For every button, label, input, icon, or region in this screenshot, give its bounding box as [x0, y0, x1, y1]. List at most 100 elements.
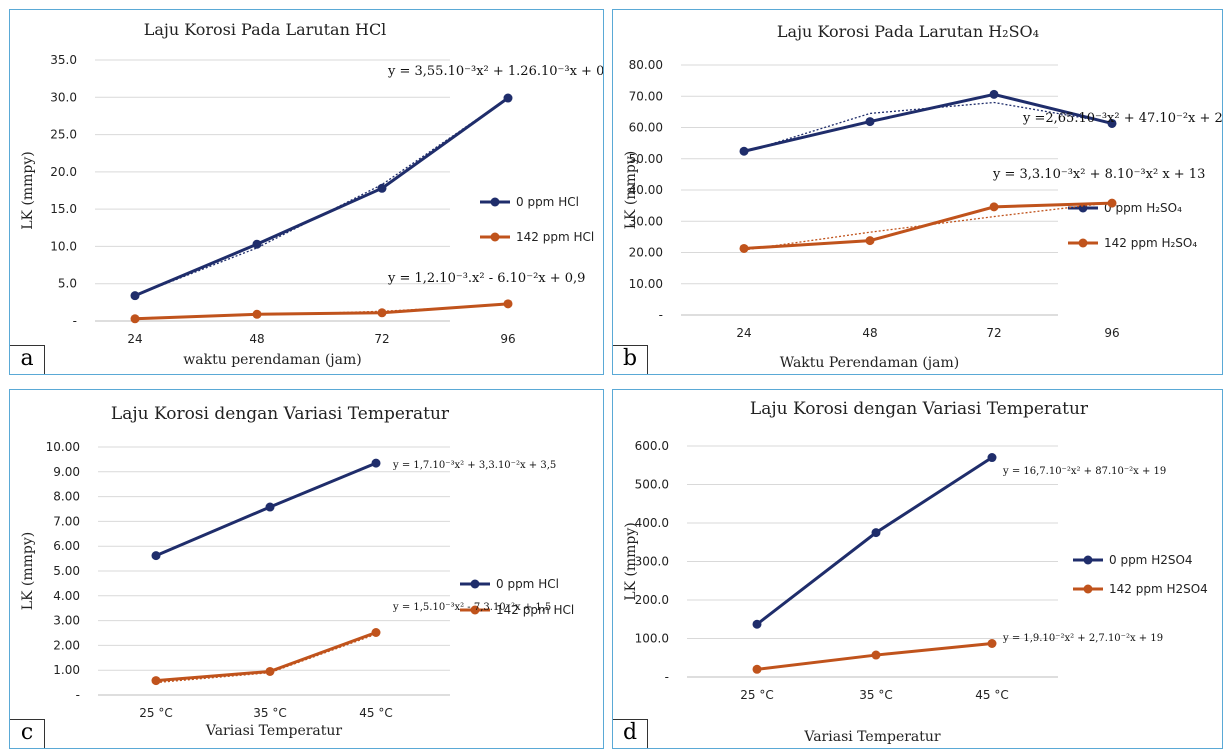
y-axis-label: LK (mmpy) [623, 522, 639, 601]
legend-swatch-marker [470, 579, 480, 589]
y-tick-label: 5.0 [58, 277, 77, 291]
y-tick-label: 20.0 [50, 165, 77, 179]
x-tick-label: 24 [736, 326, 751, 340]
trendline-equation: y =2,65.10⁻³x² + 47.10⁻²x + 29 [1022, 111, 1223, 126]
chart-title: Laju Korosi Pada Larutan H₂SO₄ [777, 22, 1039, 41]
panel-label-c: c [10, 719, 45, 748]
series-line [134, 96, 509, 298]
y-tick-label: 4.00 [53, 589, 80, 603]
y-tick-label: 300.0 [635, 555, 669, 569]
trendline [155, 633, 377, 684]
series-line [155, 461, 377, 558]
chart-panel-c: Laju Korosi dengan Variasi Temperatur - 1.… [9, 389, 604, 749]
data-point [752, 619, 762, 629]
data-point [265, 502, 275, 512]
x-axis-label: Variasi Temperatur [803, 729, 941, 745]
y-tick-label: 60.00 [629, 121, 663, 135]
trendline-equation: y = 3,3.10⁻³x² + 8.10⁻³x² x + 13 [992, 167, 1205, 182]
y-tick-label: 40.00 [629, 183, 663, 197]
y-tick-label: 6.00 [53, 539, 80, 553]
chart-title: Laju Korosi dengan Variasi Temperatur [750, 399, 1089, 419]
trendline [134, 97, 509, 297]
y-tick-label: 20.00 [629, 246, 663, 260]
y-axis-label: LK (mmpy) [623, 151, 639, 230]
x-tick-label: 96 [500, 332, 515, 346]
series-line [756, 456, 993, 626]
legend-entry: 0 ppm H2SO4 [1109, 553, 1193, 567]
x-tick-label: 72 [374, 332, 389, 346]
legend-swatch-marker [470, 605, 480, 615]
panel-label-b: b [613, 345, 648, 374]
y-tick-label: - [73, 314, 77, 328]
x-tick-label: 48 [862, 326, 877, 340]
chart-b-svg: Laju Korosi Pada Larutan H₂SO₄ - 10.00 20.0… [623, 22, 1223, 371]
data-point [503, 93, 513, 103]
trendline [743, 101, 1113, 154]
y-tick-label: 50.00 [629, 152, 663, 166]
data-point [503, 299, 513, 309]
y-tick-label: 10.00 [629, 277, 663, 291]
data-point [987, 639, 997, 649]
x-tick-label: 48 [249, 332, 264, 346]
series-line [743, 201, 1113, 250]
legend-entry: 142 ppm HCl [516, 230, 594, 244]
x-tick-label: 24 [127, 332, 142, 346]
data-point [151, 676, 161, 686]
legend-swatch-marker [490, 232, 500, 242]
y-tick-label: 10.0 [50, 239, 77, 253]
y-tick-label: 70.00 [629, 89, 663, 103]
y-tick-label: 25.0 [50, 128, 77, 142]
data-point [752, 664, 762, 674]
y-tick-label: 30.0 [50, 90, 77, 104]
chart-d-svg: Laju Korosi dengan Variasi Temperatur - 10… [623, 399, 1208, 745]
y-tick-label: 7.00 [53, 514, 80, 528]
data-point [871, 528, 881, 538]
y-tick-label: 8.00 [53, 490, 80, 504]
y-tick-label: - [76, 688, 80, 702]
legend-entry: 0 ppm HCl [516, 195, 579, 209]
data-point [739, 146, 749, 156]
x-tick-label: 72 [986, 326, 1001, 340]
legend-swatch-marker [1078, 238, 1088, 248]
chart-a-svg: Laju Korosi Pada Larutan HCl - 5.0 10.0 15.0… [20, 20, 604, 368]
data-point [871, 650, 881, 660]
chart-panel-a: Laju Korosi Pada Larutan HCl - 5.0 10.0 15.0… [9, 9, 604, 375]
y-tick-label: 600.0 [635, 439, 669, 453]
x-tick-label: 35 °C [859, 688, 892, 702]
x-tick-label: 45 °C [975, 688, 1008, 702]
y-tick-label: 100.0 [635, 632, 669, 646]
data-point [252, 239, 262, 249]
trendline-equation: y = 1,2.10⁻³.x² - 6.10⁻²x + 0,9 [387, 271, 585, 286]
data-point [989, 202, 999, 212]
y-tick-label: 2.00 [53, 638, 80, 652]
legend-entry: 142 ppm H₂SO₄ [1104, 236, 1197, 250]
data-point [377, 308, 387, 318]
trendline-equation: y = 1,7.10⁻³x² + 3,3.10⁻²x + 3,5 [392, 460, 556, 471]
trendline-equation: y = 16,7.10⁻²x² + 87.10⁻²x + 19 [1002, 466, 1166, 477]
data-point [1107, 198, 1117, 208]
data-point [371, 628, 381, 638]
data-point [739, 243, 749, 253]
data-point [265, 666, 275, 676]
x-axis-label: Variasi Temperatur [205, 723, 343, 739]
data-point [377, 183, 387, 193]
trendline-equation: y = 3,55.10⁻³x² + 1.26.10⁻³x + 0,6 [387, 64, 604, 79]
x-tick-label: 25 °C [139, 706, 172, 720]
legend-swatch-marker [1083, 555, 1093, 565]
y-axis-label: LK (mmpy) [20, 532, 36, 611]
chart-c-svg: Laju Korosi dengan Variasi Temperatur - 1.… [20, 404, 574, 739]
x-tick-label: 45 °C [359, 706, 392, 720]
y-tick-label: 1.00 [53, 663, 80, 677]
y-tick-label: 200.0 [635, 593, 669, 607]
y-tick-label: - [665, 670, 669, 684]
data-point [1107, 118, 1117, 128]
y-tick-label: 10.00 [46, 440, 80, 454]
legend-swatch-marker [1083, 584, 1093, 594]
legend-entry: 142 ppm H2SO4 [1109, 582, 1208, 596]
series-line [134, 302, 509, 321]
series-line [743, 92, 1113, 153]
y-tick-label: 80.00 [629, 58, 663, 72]
chart-panel-b: Laju Korosi Pada Larutan H₂SO₄ - 10.00 20.0… [612, 9, 1223, 375]
legend-entry: 0 ppm H₂SO₄ [1104, 201, 1182, 215]
y-tick-label: 15.0 [50, 202, 77, 216]
